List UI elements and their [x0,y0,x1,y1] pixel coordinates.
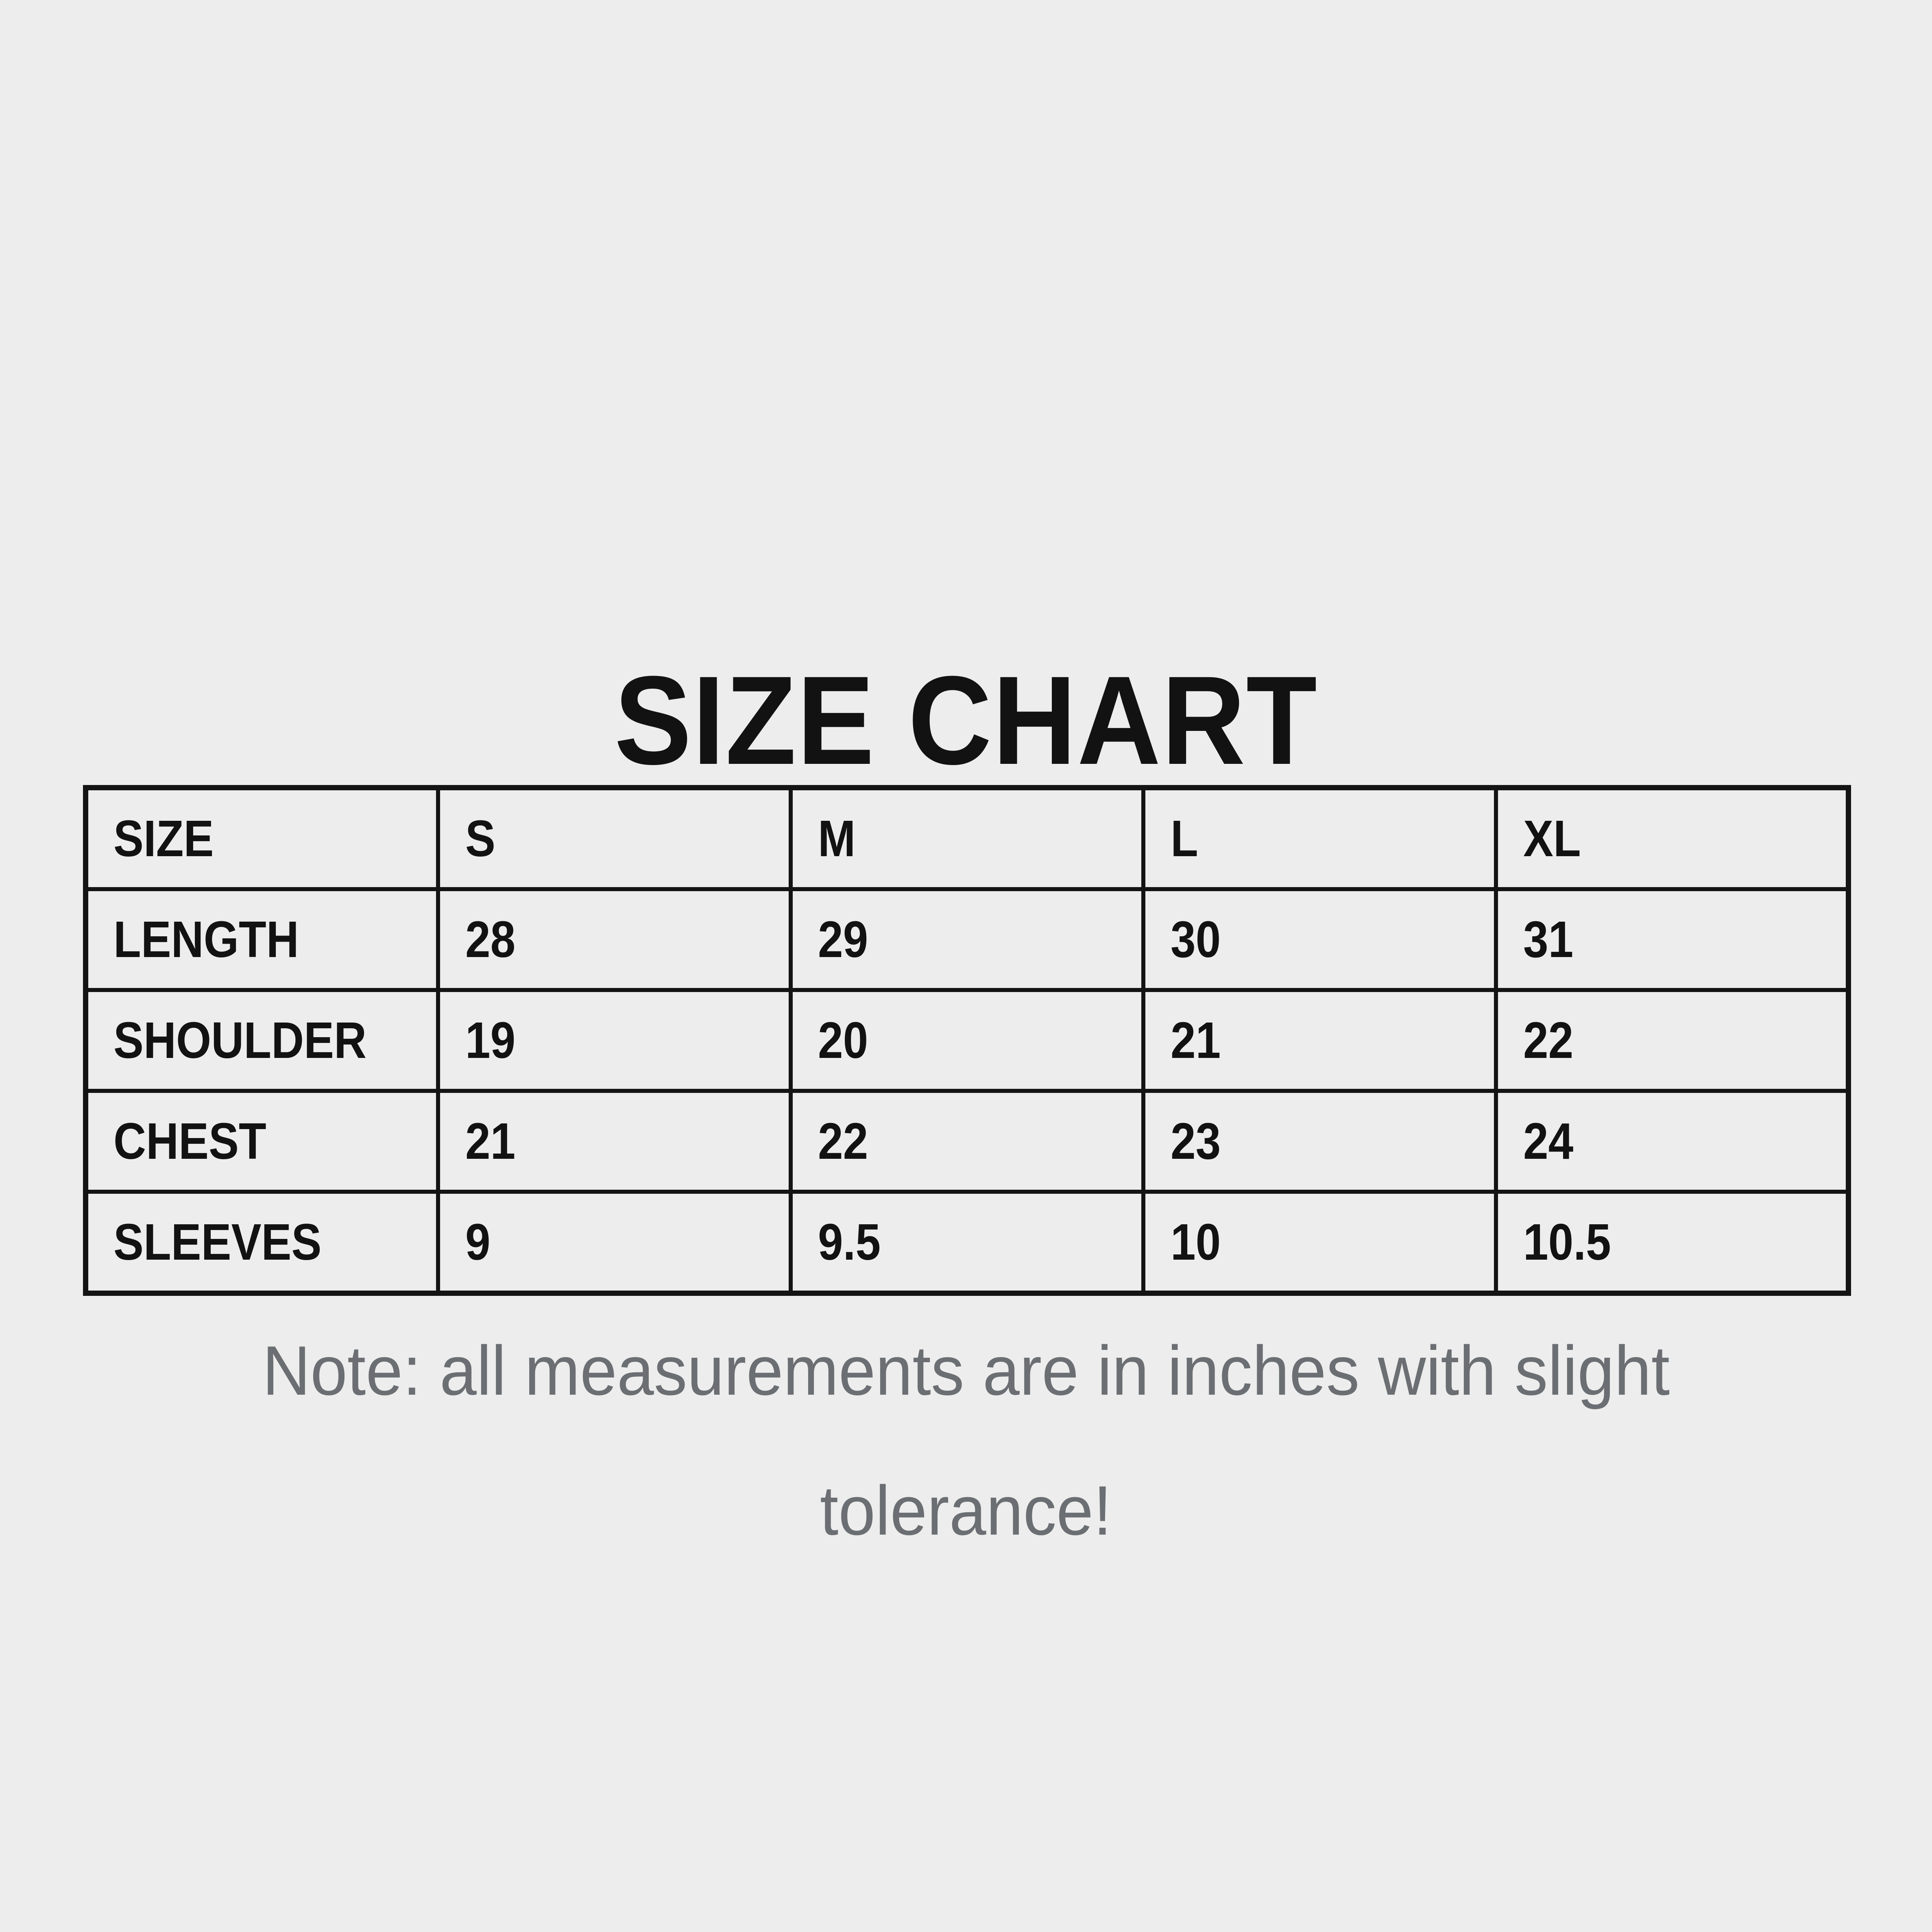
cell-length-s-value: 28 [465,911,516,968]
table-row-chest: CHEST 21 22 23 24 [83,1089,1851,1194]
note-line-2: tolerance! [0,1441,1932,1581]
cell-sleeves-m-value: 9.5 [818,1213,881,1271]
cell-sleeves-l: 10 [1141,1190,1498,1295]
cell-shoulder-xl: 22 [1494,988,1851,1093]
page-title-text: SIZE CHART [614,649,1318,791]
cell-chest-m: 22 [789,1089,1145,1194]
header-cell-size: SIZE [83,785,440,891]
note-line-2-text: tolerance! [820,1472,1112,1550]
cell-sleeves-s-value: 9 [465,1213,491,1271]
table-header-row: SIZE S M L XL [83,785,1851,891]
measurement-note: Note: all measurements are in inches wit… [0,1301,1932,1581]
note-line-1-text: Note: all measurements are in inches wit… [262,1332,1670,1410]
cell-length-s: 28 [436,887,793,992]
cell-sleeves-xl: 10.5 [1494,1190,1851,1295]
row-label-length-text: LENGTH [113,911,299,968]
cell-chest-s-value: 21 [465,1112,516,1170]
cell-length-l: 30 [1141,887,1498,992]
note-line-1: Note: all measurements are in inches wit… [0,1301,1932,1441]
cell-shoulder-xl-value: 22 [1523,1012,1574,1069]
cell-length-m-value: 29 [818,911,868,968]
header-cell-l: L [1141,785,1498,891]
header-cell-xl: XL [1494,785,1851,891]
table-row-sleeves: SLEEVES 9 9.5 10 10.5 [83,1190,1851,1295]
cell-shoulder-m: 20 [789,988,1145,1093]
cell-chest-l: 23 [1141,1089,1498,1194]
row-label-chest-text: CHEST [113,1112,266,1170]
cell-shoulder-m-value: 20 [818,1012,868,1069]
cell-chest-s: 21 [436,1089,793,1194]
header-cell-xl-label: XL [1523,810,1581,867]
header-cell-size-label: SIZE [113,810,214,867]
cell-sleeves-s: 9 [436,1190,793,1295]
header-cell-l-label: L [1170,810,1198,867]
header-cell-s: S [436,785,793,891]
cell-sleeves-m: 9.5 [789,1190,1145,1295]
row-label-shoulder-text: SHOULDER [113,1012,367,1069]
cell-length-xl-value: 31 [1523,911,1574,968]
cell-sleeves-l-value: 10 [1170,1213,1221,1271]
header-cell-m: M [789,785,1145,891]
table-row-length: LENGTH 28 29 30 31 [83,887,1851,992]
row-label-length: LENGTH [83,887,440,992]
cell-shoulder-s-value: 19 [465,1012,516,1069]
cell-shoulder-l: 21 [1141,988,1498,1093]
header-cell-s-label: S [465,810,496,867]
row-label-shoulder: SHOULDER [83,988,440,1093]
cell-chest-xl: 24 [1494,1089,1851,1194]
cell-length-xl: 31 [1494,887,1851,992]
cell-length-m: 29 [789,887,1145,992]
header-cell-m-label: M [818,810,856,867]
row-label-chest: CHEST [83,1089,440,1194]
cell-shoulder-l-value: 21 [1170,1012,1221,1069]
cell-chest-xl-value: 24 [1523,1112,1574,1170]
cell-sleeves-xl-value: 10.5 [1523,1213,1611,1271]
cell-chest-m-value: 22 [818,1112,868,1170]
row-label-sleeves-text: SLEEVES [113,1213,322,1271]
size-table: SIZE S M L XL LENGTH 28 29 30 31 SHOULDE… [83,785,1851,1296]
page-title: SIZE CHART [0,657,1932,783]
cell-length-l-value: 30 [1170,911,1221,968]
cell-shoulder-s: 19 [436,988,793,1093]
row-label-sleeves: SLEEVES [83,1190,440,1295]
cell-chest-l-value: 23 [1170,1112,1221,1170]
table-row-shoulder: SHOULDER 19 20 21 22 [83,988,1851,1093]
